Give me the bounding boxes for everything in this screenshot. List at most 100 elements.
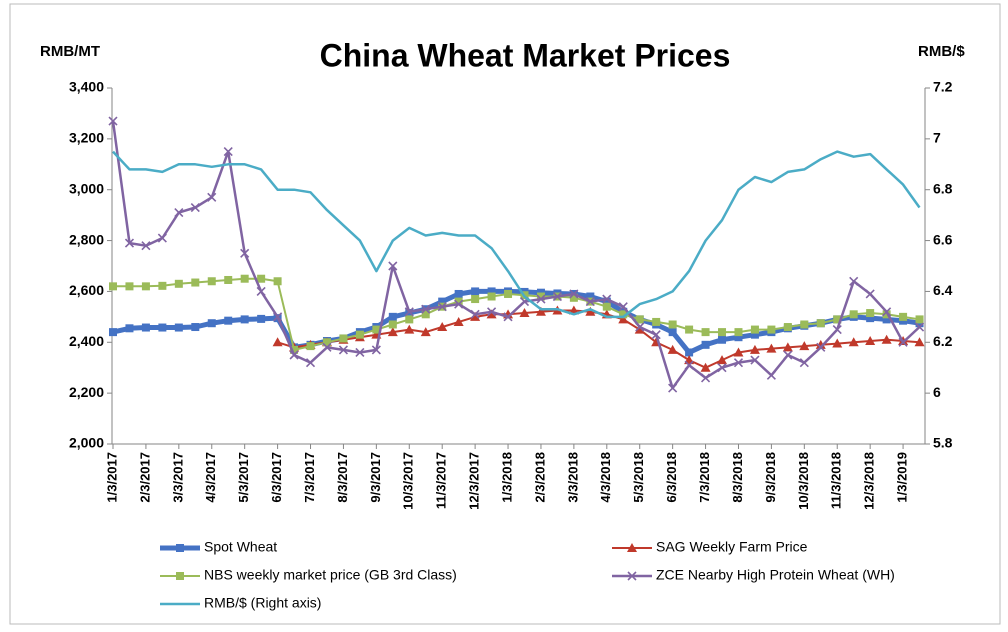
x-tick-label: 6/3/2018	[664, 452, 679, 503]
marker	[190, 202, 200, 213]
marker	[272, 337, 283, 347]
marker	[816, 342, 826, 352]
marker	[256, 286, 266, 296]
marker	[569, 289, 579, 299]
marker	[306, 342, 315, 351]
x-tick-label: 6/3/2017	[269, 452, 284, 503]
x-tick-label: 12/3/2017	[467, 452, 482, 510]
marker	[471, 295, 480, 304]
marker	[619, 310, 628, 319]
marker	[404, 307, 414, 317]
marker	[914, 337, 925, 347]
marker	[733, 358, 744, 368]
marker	[684, 360, 694, 370]
marker	[223, 147, 233, 157]
marker	[125, 324, 134, 333]
marker	[536, 294, 546, 304]
marker	[701, 340, 710, 349]
marker	[207, 192, 217, 202]
marker	[635, 322, 645, 332]
marker	[224, 316, 233, 325]
marker	[782, 342, 793, 352]
x-tick-label: 8/3/2018	[730, 452, 745, 503]
y2-tick-label: 6.4	[933, 282, 953, 298]
marker	[371, 345, 381, 355]
marker	[767, 325, 776, 334]
series	[112, 150, 921, 319]
marker	[207, 277, 216, 286]
x-tick-label: 11/3/2017	[434, 452, 449, 509]
marker	[191, 323, 200, 332]
marker	[109, 282, 117, 291]
marker	[453, 316, 464, 326]
marker	[454, 289, 463, 298]
marker	[174, 323, 183, 332]
marker	[800, 320, 809, 329]
y2-tick-label: 7.2	[933, 79, 953, 95]
y-tick-label: 3,200	[69, 130, 104, 146]
marker	[273, 312, 283, 322]
marker	[108, 116, 118, 126]
marker	[635, 315, 644, 324]
marker	[552, 291, 562, 302]
marker	[602, 294, 612, 304]
marker	[372, 325, 381, 334]
x-tick-label: 2/3/2017	[137, 452, 152, 503]
marker	[404, 324, 415, 334]
marker	[273, 277, 282, 286]
marker	[585, 306, 596, 316]
y2-tick-label: 6.8	[933, 180, 953, 196]
marker	[240, 274, 249, 283]
marker	[388, 261, 398, 271]
x-tick-label: 7/3/2018	[697, 452, 712, 503]
marker	[833, 315, 842, 324]
marker	[634, 324, 645, 334]
x-tick-label: 12/3/2018	[862, 452, 877, 510]
x-tick-label: 4/3/2017	[203, 452, 218, 503]
legend-label: ZCE Nearby High Protein Wheat (WH)	[656, 567, 895, 583]
marker	[305, 358, 316, 368]
marker	[882, 307, 892, 317]
y-axis-label: RMB/MT	[40, 43, 100, 60]
marker	[503, 312, 513, 322]
x-tick-label: 3/3/2017	[170, 452, 185, 503]
marker	[898, 337, 908, 347]
x-tick-label: 9/3/2017	[368, 452, 383, 503]
marker	[668, 320, 677, 329]
marker	[438, 297, 447, 306]
y-tick-label: 2,600	[69, 282, 104, 298]
series-line	[112, 150, 921, 319]
x-tick-label: 10/3/2018	[796, 452, 811, 510]
marker	[651, 330, 661, 340]
legend-marker	[627, 571, 637, 581]
marker	[848, 337, 859, 347]
x-tick-label: 10/3/2017	[401, 452, 416, 510]
marker	[504, 289, 513, 298]
marker	[734, 333, 743, 342]
marker	[749, 344, 760, 354]
legend-marker	[176, 572, 184, 580]
y-tick-label: 3,400	[69, 79, 104, 95]
marker	[914, 322, 925, 332]
marker	[832, 325, 842, 335]
marker	[733, 347, 744, 357]
x-tick-label: 8/3/2017	[335, 452, 350, 503]
marker	[174, 279, 183, 288]
marker	[125, 282, 134, 291]
marker	[866, 309, 875, 318]
marker	[585, 297, 595, 307]
marker	[420, 327, 431, 337]
marker	[668, 383, 678, 393]
marker	[766, 370, 776, 380]
marker	[338, 345, 349, 355]
marker	[815, 339, 826, 349]
marker	[421, 310, 430, 319]
marker	[486, 309, 497, 319]
marker	[667, 344, 678, 354]
marker	[141, 323, 150, 332]
series	[109, 274, 924, 354]
marker	[519, 308, 530, 318]
marker	[224, 275, 233, 284]
marker	[454, 299, 464, 309]
